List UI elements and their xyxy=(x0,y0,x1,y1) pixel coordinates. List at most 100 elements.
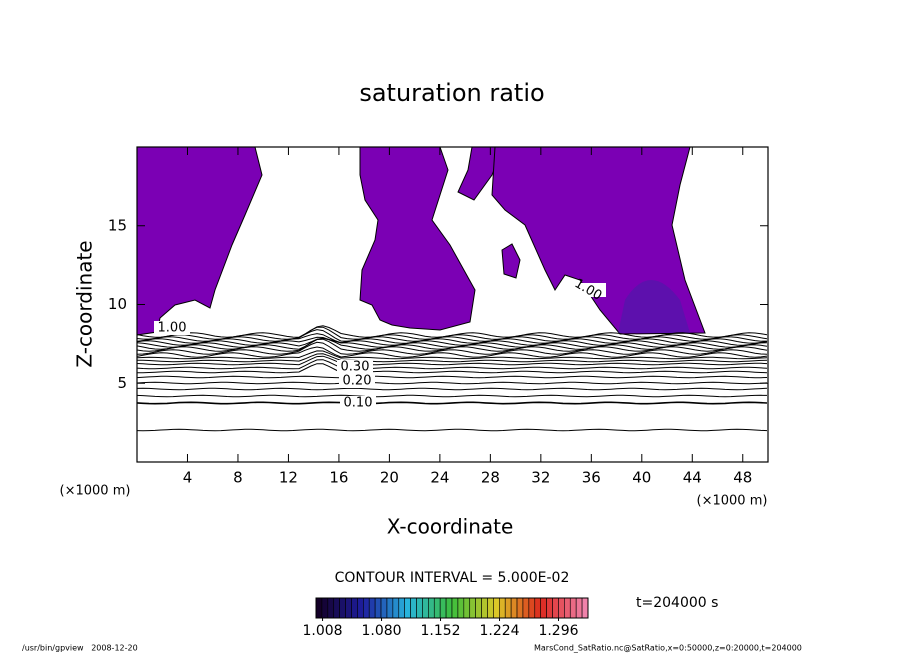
x-tick-label: 32 xyxy=(531,469,550,487)
colorbar-stripe xyxy=(428,597,435,619)
contour-line xyxy=(136,341,768,355)
contour-label: 1.00 xyxy=(158,321,187,336)
x-tick-label: 44 xyxy=(683,469,702,487)
colorbar-stripe xyxy=(327,597,335,619)
contour-line xyxy=(136,355,768,366)
contour-line xyxy=(136,337,768,348)
contour-label-bg xyxy=(154,321,190,335)
x-tick-label: 40 xyxy=(632,469,651,487)
footer-left: /usr/bin/gpview 2008-12-20 xyxy=(22,644,138,653)
contour-line xyxy=(136,338,768,352)
colorbar-tick-label: 1.224 xyxy=(479,623,519,639)
y-tick-label: 15 xyxy=(108,216,127,234)
colorbar-stripe xyxy=(386,597,394,619)
contour-line xyxy=(136,333,768,344)
chart-title: saturation ratio xyxy=(359,79,544,107)
contour-line xyxy=(137,363,768,374)
contour-label: 0.10 xyxy=(344,396,373,411)
colorbar-tick-label: 1.008 xyxy=(303,623,343,639)
colorbar-stripe xyxy=(357,597,364,619)
contour-line xyxy=(136,375,768,379)
colorbar-stripe xyxy=(363,597,370,619)
x-tick-label: 36 xyxy=(582,469,601,487)
x-unit-label: (×1000 m) xyxy=(60,484,131,499)
contour-line xyxy=(136,346,768,358)
colorbar-stripe xyxy=(510,597,518,619)
contour-line xyxy=(137,353,768,363)
colorbar-stripe xyxy=(351,597,358,619)
colorbar-stripe xyxy=(569,597,577,619)
colorbar-stripe xyxy=(475,597,482,619)
colorbar-tick-label: 1.152 xyxy=(420,623,460,639)
y-axis-label: Z-coordinate xyxy=(73,240,97,367)
colorbar-stripe xyxy=(380,597,388,619)
colorbar-stripe xyxy=(345,597,352,619)
contour-line xyxy=(136,326,768,340)
colorbar-stripe xyxy=(469,597,476,619)
footer-right: MarsCond_SatRatio.nc@SatRatio,x=0:50000,… xyxy=(534,644,802,653)
colorbar-stripe xyxy=(504,597,512,619)
colorbar-tick-label: 1.080 xyxy=(361,623,401,639)
colorbar-stripe xyxy=(493,597,500,619)
colorbar-stripe xyxy=(463,597,471,619)
colorbar-stripe xyxy=(534,597,541,619)
contour-label-bg xyxy=(339,374,375,388)
contour-line xyxy=(136,428,768,432)
filled-region xyxy=(501,243,521,279)
contour-line xyxy=(136,336,768,346)
colorbar-stripe xyxy=(321,597,329,619)
colorbar-stripe xyxy=(404,597,411,619)
x-unit-label: (×1000 m) xyxy=(697,494,768,509)
contour-line xyxy=(136,359,768,370)
colorbar-stripe xyxy=(339,597,346,619)
colorbar-stripe xyxy=(552,597,559,619)
colorbar-stripe xyxy=(451,597,459,619)
x-tick-label: 8 xyxy=(233,469,243,487)
colorbar-stripe xyxy=(522,597,530,619)
time-label: t=204000 s xyxy=(636,595,718,611)
x-tick-label: 24 xyxy=(430,469,449,487)
x-tick-label: 4 xyxy=(183,469,193,487)
contour-line xyxy=(136,394,768,398)
colorbar-stripe xyxy=(546,597,553,619)
x-tick-label: 16 xyxy=(329,469,348,487)
colorbar-stripe xyxy=(528,597,536,619)
contour-line xyxy=(136,387,768,391)
y-tick-label: 5 xyxy=(117,374,127,392)
colorbar-stripe xyxy=(368,597,376,619)
contour-interval: CONTOUR INTERVAL = 5.000E-02 xyxy=(335,570,570,586)
y-tick-label: 10 xyxy=(108,295,127,313)
colorbar-stripe xyxy=(487,597,494,619)
colorbar-stripe xyxy=(516,597,524,619)
contour-label-bg xyxy=(340,396,376,410)
x-tick-label: 12 xyxy=(279,469,298,487)
colorbar-stripe xyxy=(374,597,382,619)
colorbar-stripe xyxy=(439,597,447,619)
contour-label-bg xyxy=(570,283,606,297)
contour-label: 0.30 xyxy=(341,360,370,375)
contour-label-bg xyxy=(337,360,373,374)
contour-label: 0.20 xyxy=(343,374,372,389)
contour-line xyxy=(136,381,768,385)
colorbar-stripe xyxy=(481,597,488,619)
x-axis-label: X-coordinate xyxy=(387,515,514,539)
colorbar-stripe xyxy=(416,597,423,619)
contour-line xyxy=(136,350,768,360)
filled-region xyxy=(359,146,476,331)
colorbar-stripe xyxy=(410,597,417,619)
colorbar-stripe xyxy=(315,597,323,619)
x-tick-label: 28 xyxy=(481,469,500,487)
colorbar-stripe xyxy=(392,597,400,619)
colorbar-stripe xyxy=(445,597,453,619)
x-tick-label: 20 xyxy=(380,469,399,487)
x-tick-label: 48 xyxy=(733,469,752,487)
colorbar-tick-label: 1.296 xyxy=(538,623,578,639)
colorbar-stripe xyxy=(398,597,405,619)
colorbar-stripe xyxy=(422,597,429,619)
colorbar-stripe xyxy=(558,597,565,619)
colorbar-stripe xyxy=(540,597,547,619)
contour-line xyxy=(136,329,768,342)
colorbar-stripe xyxy=(564,597,571,619)
colorbar-stripe xyxy=(433,597,441,619)
